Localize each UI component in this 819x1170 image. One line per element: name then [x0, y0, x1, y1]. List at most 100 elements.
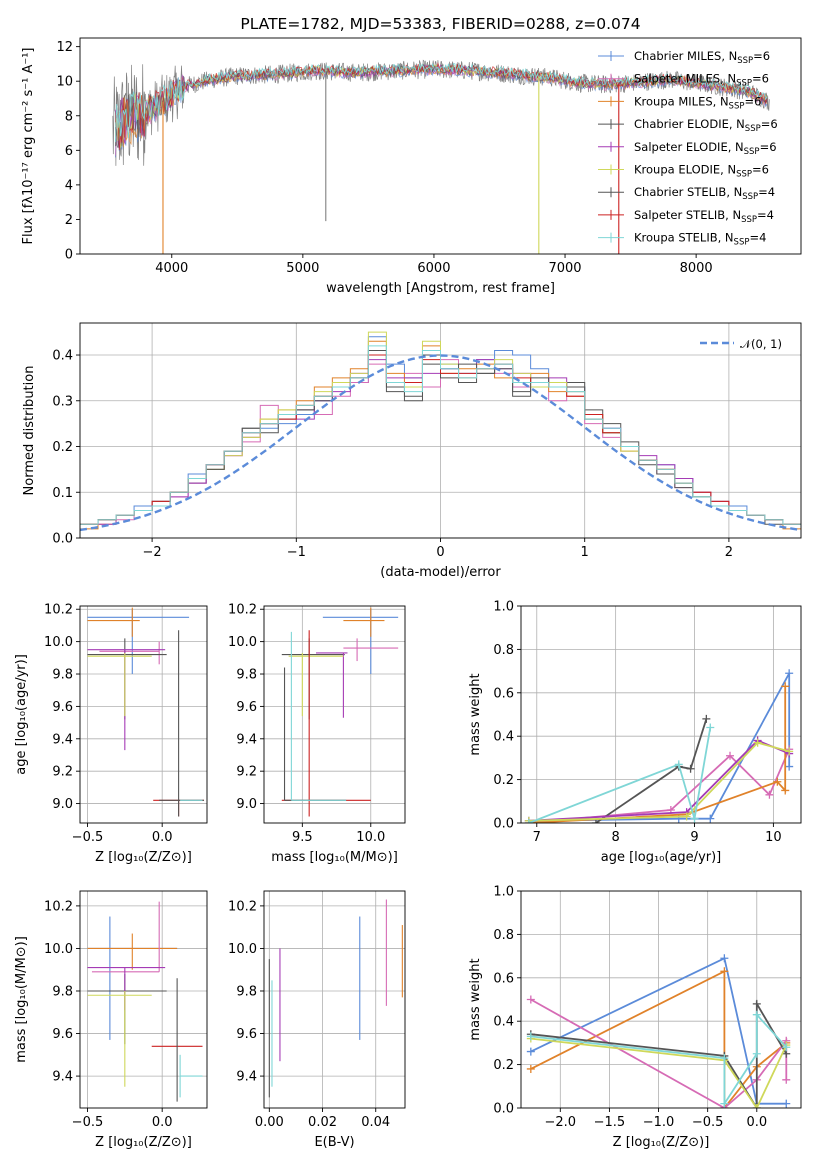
x-tick-label: −2.0	[545, 1115, 577, 1130]
series-point	[752, 1049, 761, 1058]
series-line	[528, 748, 791, 823]
legend-label-tail: =4	[757, 208, 774, 222]
x-tick-label: 8000	[680, 261, 713, 276]
y-axis-label: mass weight	[468, 958, 483, 1040]
mass-weight-series-kr_stelib	[526, 1010, 791, 1108]
series-point	[526, 1032, 535, 1041]
legend-label: Salpeter STELIB, NSSP=4	[634, 208, 774, 225]
legend-label: Kroupa MILES, NSSP=6	[634, 94, 761, 111]
y-tick-label: 9.8	[236, 984, 257, 999]
series-point	[720, 967, 729, 976]
panel-8: −2.0 −1.5 −1.0 −0.5 0.0 0.0 0.2 0.4 0.6 0.8 1.0 Z […	[468, 885, 802, 1150]
y-tick-label: 10.2	[228, 899, 257, 914]
y-tick-label: 10.0	[44, 635, 73, 650]
series-point	[782, 1075, 791, 1084]
error-point-kr_miles	[87, 607, 140, 637]
error-point-kr_miles	[343, 607, 385, 637]
y-tick-label: 1.0	[493, 885, 514, 900]
series-point	[753, 738, 762, 747]
series-point	[526, 1047, 535, 1056]
x-axis-label: mass [log₁₀(M/M⊙)]	[271, 850, 398, 865]
y-tick-label: 0.2	[52, 440, 73, 455]
y-tick-label: 10.0	[228, 942, 257, 957]
y-tick-label: 0.2	[493, 1058, 514, 1073]
plot-area	[112, 59, 770, 254]
y-tick-label: 1.0	[493, 600, 514, 615]
series-point	[726, 751, 735, 760]
legend-label: Chabrier ELODIE, NSSP=6	[634, 117, 778, 134]
model-spectrum-kr_stelib	[115, 63, 768, 143]
y-tick-label: 9.4	[236, 732, 257, 747]
legend-label-text: Kroupa ELODIE, N	[634, 163, 736, 177]
legend-label: Kroupa STELIB, NSSP=4	[634, 231, 766, 248]
x-tick-label: 10.0	[356, 830, 385, 845]
axes-frame	[79, 37, 802, 255]
legend-label-sub: SSP	[744, 147, 760, 157]
y-tick-label: 0	[65, 248, 73, 263]
axes-frame	[263, 890, 406, 1109]
panel-1: 4000 5000 6000 7000 8000 0 2 4 6 8 10 12 wavelength …	[21, 15, 802, 296]
axes-frame	[79, 890, 208, 1109]
y-axis-label: mass [log₁₀(M/M⊙)]	[14, 936, 29, 1063]
y-tick-label: 8	[65, 109, 73, 124]
legend-label-text: Chabrier STELIB, N	[634, 185, 742, 199]
legend-label: Chabrier STELIB, NSSP=4	[634, 185, 775, 202]
y-tick-label: 2	[65, 213, 73, 228]
x-tick-label: −0.5	[72, 830, 104, 845]
series-point	[782, 1099, 791, 1108]
y-tick-label: 0.6	[493, 686, 514, 701]
axes-frame	[79, 605, 208, 824]
error-point-sa_miles	[91, 901, 160, 973]
series-point	[526, 995, 535, 1004]
error-point-kr_stelib	[179, 1054, 203, 1098]
x-tick-label: 0.04	[361, 1115, 390, 1130]
plot-area	[521, 891, 801, 1108]
error-point-sa_elodie	[316, 652, 348, 718]
y-tick-label: 9.8	[236, 668, 257, 683]
x-tick-label: 7	[533, 830, 541, 845]
normal-curve	[80, 354, 801, 532]
legend-label-tail: =6	[744, 94, 761, 108]
legend-label-text: Salpeter STELIB, N	[634, 208, 741, 222]
legend-label-tail: =6	[761, 117, 778, 131]
series-line	[530, 956, 787, 1105]
y-tick-label: 9.6	[236, 1027, 257, 1042]
legend-label-tail: =4	[749, 231, 766, 245]
x-tick-label: 0.0	[746, 1115, 767, 1130]
series-point	[785, 747, 794, 756]
error-point-kr_elodie	[87, 990, 152, 1087]
x-axis-label: Z [log₁₀(Z/Z⊙)]	[95, 1135, 192, 1150]
error-point-sa_miles	[343, 638, 399, 662]
series-point	[781, 682, 790, 691]
series-point	[720, 1054, 729, 1063]
x-tick-label: 0.0	[152, 1115, 173, 1130]
error-point-kr_stelib	[290, 631, 347, 801]
legend-label-tail: =6	[753, 49, 770, 63]
legend-label-sub: SSP	[745, 124, 761, 134]
y-tick-label: 10.2	[228, 603, 257, 618]
panel-4: 9.5 10.0 9.0 9.2 9.4 9.6 9.8 10.0 10.2 mass [log₁…	[228, 603, 406, 865]
plot-area	[264, 606, 405, 823]
plot-area	[521, 606, 801, 823]
series-point	[686, 764, 695, 773]
series-point	[690, 814, 699, 823]
legend-label-sub: SSP	[741, 215, 757, 225]
y-tick-label: 9.2	[52, 765, 73, 780]
series-point	[524, 819, 533, 823]
legend-label-sub: SSP	[742, 192, 758, 202]
error-point-cb_stelib	[283, 667, 347, 801]
x-tick-label: 7000	[548, 261, 581, 276]
series-point	[720, 1099, 729, 1108]
axes-frame	[520, 890, 802, 1109]
series-point	[752, 1104, 761, 1108]
y-axis-label: mass weight	[468, 673, 483, 755]
error-point-cb_stelib	[159, 630, 205, 817]
y-tick-label: 0.3	[52, 394, 73, 409]
error-point-kr_elodie	[288, 652, 344, 717]
series-point	[752, 999, 761, 1008]
y-tick-label: 0.8	[493, 928, 514, 943]
x-tick-label: −1	[287, 545, 306, 560]
y-tick-label: 9.4	[52, 732, 73, 747]
x-axis-label: (data-model)/error	[380, 565, 501, 580]
